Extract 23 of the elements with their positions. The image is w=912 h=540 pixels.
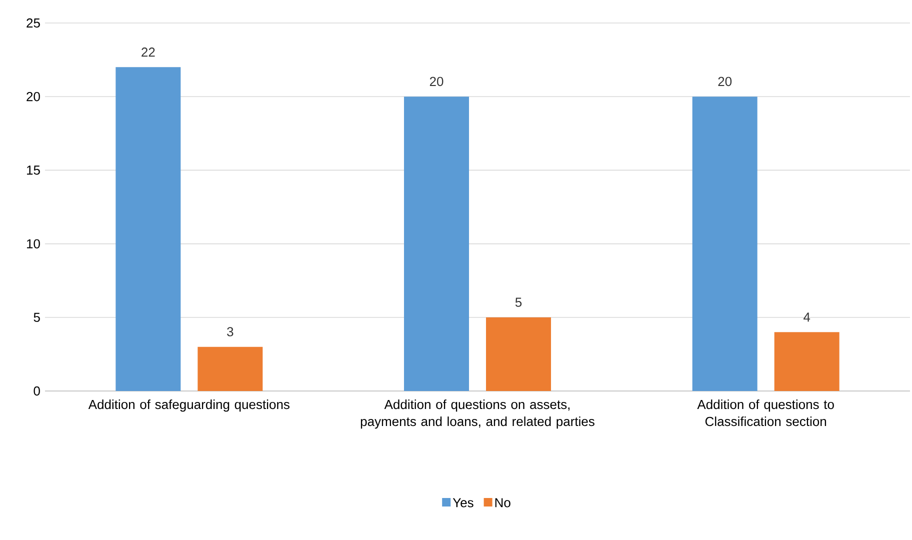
bar [198, 346, 263, 391]
y-tick-label: 5 [34, 312, 40, 322]
bar [116, 67, 181, 391]
bar [404, 96, 470, 391]
data-label: 3 [227, 327, 234, 336]
data-label: 20 [718, 76, 732, 86]
bar [486, 317, 552, 391]
bar [692, 96, 758, 391]
x-tick-label: Addition of questions to Classification section [697, 400, 834, 426]
data-label: 5 [515, 298, 522, 307]
data-label: 4 [804, 312, 810, 322]
y-tick-label: 25 [26, 18, 40, 28]
x-tick-label: Addition of questions on assets, payments and loans, and related parties [360, 400, 594, 429]
y-tick-label: 15 [26, 166, 40, 175]
y-tick-label: 20 [26, 92, 40, 102]
y-tick-label: 10 [26, 239, 40, 248]
x-tick-label: Addition of safeguarding questions [88, 400, 290, 412]
legend-label: No [495, 498, 510, 508]
legend-label: Yes [452, 498, 474, 508]
bar [774, 332, 840, 391]
data-label: 22 [142, 48, 155, 57]
y-tick-label: 0 [34, 386, 40, 396]
data-label: 20 [430, 76, 444, 86]
